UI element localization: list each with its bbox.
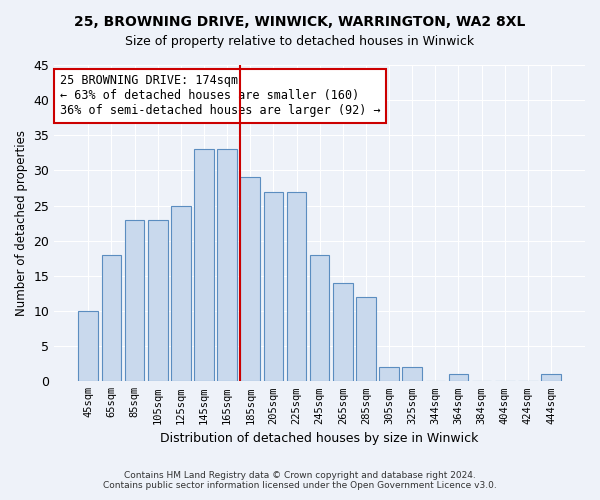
- Bar: [125, 220, 145, 382]
- Bar: [287, 192, 307, 382]
- Text: Contains HM Land Registry data © Crown copyright and database right 2024.
Contai: Contains HM Land Registry data © Crown c…: [103, 470, 497, 490]
- Text: 25, BROWNING DRIVE, WINWICK, WARRINGTON, WA2 8XL: 25, BROWNING DRIVE, WINWICK, WARRINGTON,…: [74, 15, 526, 29]
- Bar: [379, 367, 399, 382]
- Bar: [310, 255, 329, 382]
- Bar: [79, 311, 98, 382]
- Bar: [449, 374, 469, 382]
- Bar: [241, 178, 260, 382]
- Y-axis label: Number of detached properties: Number of detached properties: [15, 130, 28, 316]
- Bar: [171, 206, 191, 382]
- Bar: [541, 374, 561, 382]
- Bar: [356, 297, 376, 382]
- Text: Size of property relative to detached houses in Winwick: Size of property relative to detached ho…: [125, 35, 475, 48]
- Bar: [148, 220, 167, 382]
- Bar: [333, 283, 353, 382]
- Bar: [217, 150, 237, 382]
- Bar: [403, 367, 422, 382]
- X-axis label: Distribution of detached houses by size in Winwick: Distribution of detached houses by size …: [160, 432, 479, 445]
- Bar: [263, 192, 283, 382]
- Text: 25 BROWNING DRIVE: 174sqm
← 63% of detached houses are smaller (160)
36% of semi: 25 BROWNING DRIVE: 174sqm ← 63% of detac…: [59, 74, 380, 118]
- Bar: [194, 150, 214, 382]
- Bar: [101, 255, 121, 382]
